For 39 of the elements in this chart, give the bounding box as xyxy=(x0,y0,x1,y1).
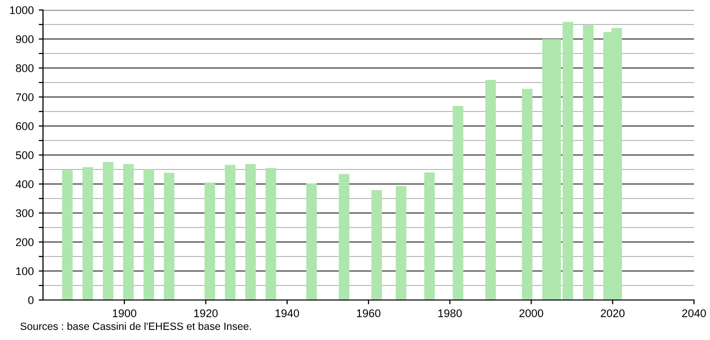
bar xyxy=(485,80,496,300)
bar xyxy=(371,190,382,300)
bar xyxy=(338,174,350,300)
y-tick-label: 900 xyxy=(16,35,34,44)
y-tick-label: 300 xyxy=(16,209,34,218)
x-tick-label: 1940 xyxy=(276,309,300,318)
bar xyxy=(424,172,435,300)
y-tick-label: 200 xyxy=(16,238,34,246)
bar xyxy=(306,183,317,300)
bar xyxy=(102,162,114,300)
x-tick-label: 1960 xyxy=(356,309,380,318)
y-tick-label: 600 xyxy=(16,122,34,130)
bar xyxy=(452,106,464,300)
y-tick-label: 1000 xyxy=(10,6,34,14)
bar xyxy=(266,168,276,300)
bar xyxy=(123,164,134,300)
bar xyxy=(224,164,236,300)
bar xyxy=(82,167,94,300)
y-tick-label: 100 xyxy=(16,267,34,276)
bar xyxy=(62,170,73,300)
x-tick-label: 1920 xyxy=(194,309,218,318)
bar xyxy=(144,169,154,300)
bar xyxy=(522,88,532,300)
x-tick-label: 1900 xyxy=(112,309,136,318)
y-tick-label: 400 xyxy=(16,180,34,188)
bar xyxy=(245,164,256,300)
x-tick-label: 2040 xyxy=(682,309,706,318)
bar xyxy=(396,186,406,300)
bar xyxy=(582,25,594,300)
source-note: Sources : base Cassini de l'EHESS et base Insee. xyxy=(20,322,251,330)
y-tick-label: 700 xyxy=(16,93,34,102)
x-tick-label: 2000 xyxy=(519,309,544,318)
y-tick-label: 500 xyxy=(16,151,34,160)
x-tick-label: 2020 xyxy=(600,309,625,318)
bar xyxy=(164,172,174,300)
y-tick-label: 800 xyxy=(16,64,34,72)
y-tick-label: 0 xyxy=(28,296,34,304)
bar xyxy=(204,182,216,300)
x-tick-label: 1980 xyxy=(438,309,462,318)
